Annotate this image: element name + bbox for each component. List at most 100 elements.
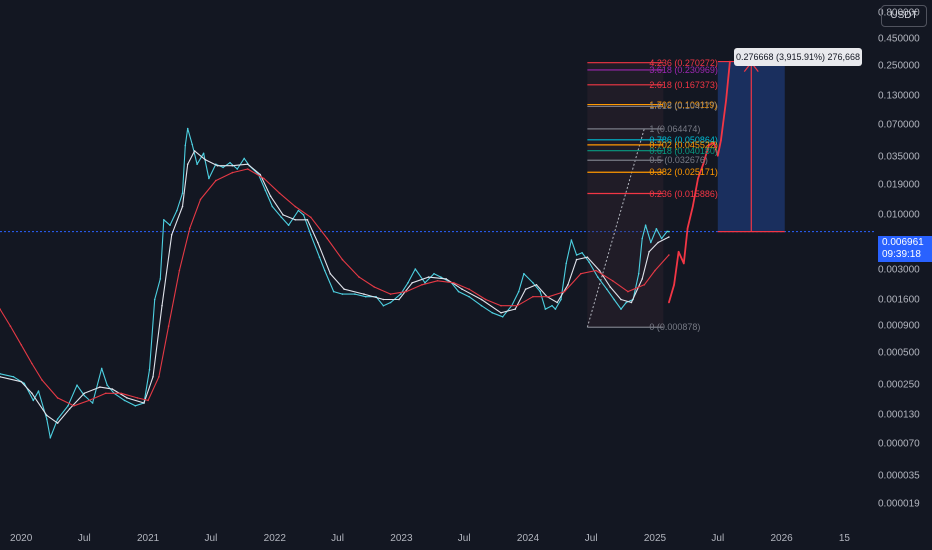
series-point xyxy=(323,269,326,272)
series-point xyxy=(575,258,578,261)
series-point xyxy=(100,367,103,370)
series-point xyxy=(373,286,376,288)
series-line-4 xyxy=(668,61,731,303)
series-point xyxy=(222,166,224,169)
series-point xyxy=(231,164,234,167)
series-point xyxy=(713,141,715,144)
series-point xyxy=(134,405,137,407)
series-point xyxy=(427,276,430,278)
series-point xyxy=(668,230,670,233)
y-tick-label: 0.130000 xyxy=(878,90,920,102)
series-point xyxy=(0,373,1,375)
series-point xyxy=(554,308,557,310)
series-point xyxy=(46,414,48,417)
series-point xyxy=(32,399,35,402)
series-point xyxy=(613,298,615,301)
series-point xyxy=(643,284,646,286)
series-point xyxy=(9,325,12,327)
series-point xyxy=(147,399,149,402)
series-point xyxy=(294,205,297,208)
series-point xyxy=(83,392,86,395)
series-point xyxy=(421,284,423,286)
x-tick-label: Jul xyxy=(331,533,344,544)
y-tick-label: 0.000500 xyxy=(878,347,920,359)
series-point xyxy=(677,251,680,253)
series-point xyxy=(68,408,71,410)
series-point xyxy=(46,418,48,420)
fib-level-label: 1.702 (0.109119) xyxy=(649,99,718,110)
last-price-badge: 0.006961 09:39:18 xyxy=(878,236,932,262)
series-point xyxy=(67,405,69,407)
series-point xyxy=(484,298,487,301)
currency-selector[interactable]: USDT xyxy=(881,5,927,27)
series-point xyxy=(123,399,126,402)
series-point xyxy=(637,272,640,275)
series-point xyxy=(243,157,245,160)
series-point xyxy=(382,298,385,301)
series-point xyxy=(563,290,566,293)
series-point xyxy=(20,344,23,346)
series-point xyxy=(178,269,181,272)
series-point xyxy=(668,254,670,256)
series-point xyxy=(641,278,643,280)
series-point xyxy=(280,216,283,219)
series-point xyxy=(23,382,26,385)
series-point xyxy=(524,288,527,291)
series-point xyxy=(620,298,622,301)
y-tick-label: 0.035000 xyxy=(878,151,920,163)
x-tick-label: 2022 xyxy=(263,533,286,544)
series-point xyxy=(686,227,689,229)
y-tick-label: 0.000035 xyxy=(878,470,920,482)
series-point xyxy=(76,384,78,387)
y-tick-label: 0.070000 xyxy=(878,119,920,131)
series-point xyxy=(136,397,139,399)
series-point xyxy=(644,224,647,226)
y-tick-label: 0.019000 xyxy=(878,179,920,191)
series-point xyxy=(517,290,520,293)
series-point xyxy=(433,272,435,275)
series-point xyxy=(539,290,541,293)
series-point xyxy=(297,209,300,212)
series-point xyxy=(204,159,207,161)
series-point xyxy=(655,228,658,230)
series-point xyxy=(99,386,101,388)
series-point xyxy=(56,422,59,424)
x-tick-label: Jul xyxy=(77,533,91,544)
series-point xyxy=(49,437,52,439)
series-point xyxy=(343,288,346,291)
series-point xyxy=(586,256,589,259)
series-point xyxy=(532,282,534,284)
series-point xyxy=(306,219,309,221)
x-tick-label: 2025 xyxy=(643,533,667,544)
series-point xyxy=(106,384,108,387)
series-point xyxy=(650,241,652,244)
series-point xyxy=(598,269,601,272)
series-point xyxy=(143,402,145,404)
series-point xyxy=(0,308,1,310)
series-point xyxy=(436,280,439,282)
series-point xyxy=(332,290,335,293)
y-tick-label: 0.800000 xyxy=(878,7,920,19)
series-point xyxy=(310,234,312,236)
x-tick-label: 15 xyxy=(838,533,850,544)
series-point xyxy=(148,368,151,371)
series-point xyxy=(73,405,75,407)
series-point xyxy=(630,301,633,304)
x-tick-label: 2024 xyxy=(516,533,540,544)
series-point xyxy=(231,171,234,174)
series-point xyxy=(229,161,231,164)
series-point xyxy=(354,293,356,295)
series-point xyxy=(673,284,675,286)
series-point xyxy=(480,298,483,301)
series-point xyxy=(708,144,710,147)
series-line-3 xyxy=(0,168,670,407)
y-tick-label: 0.250000 xyxy=(878,60,920,72)
series-point xyxy=(399,293,402,295)
y-tick-label: 0.003000 xyxy=(878,264,920,276)
series-point xyxy=(120,392,122,395)
series-point xyxy=(544,308,547,310)
series-point xyxy=(317,241,319,244)
series-point xyxy=(516,304,519,307)
